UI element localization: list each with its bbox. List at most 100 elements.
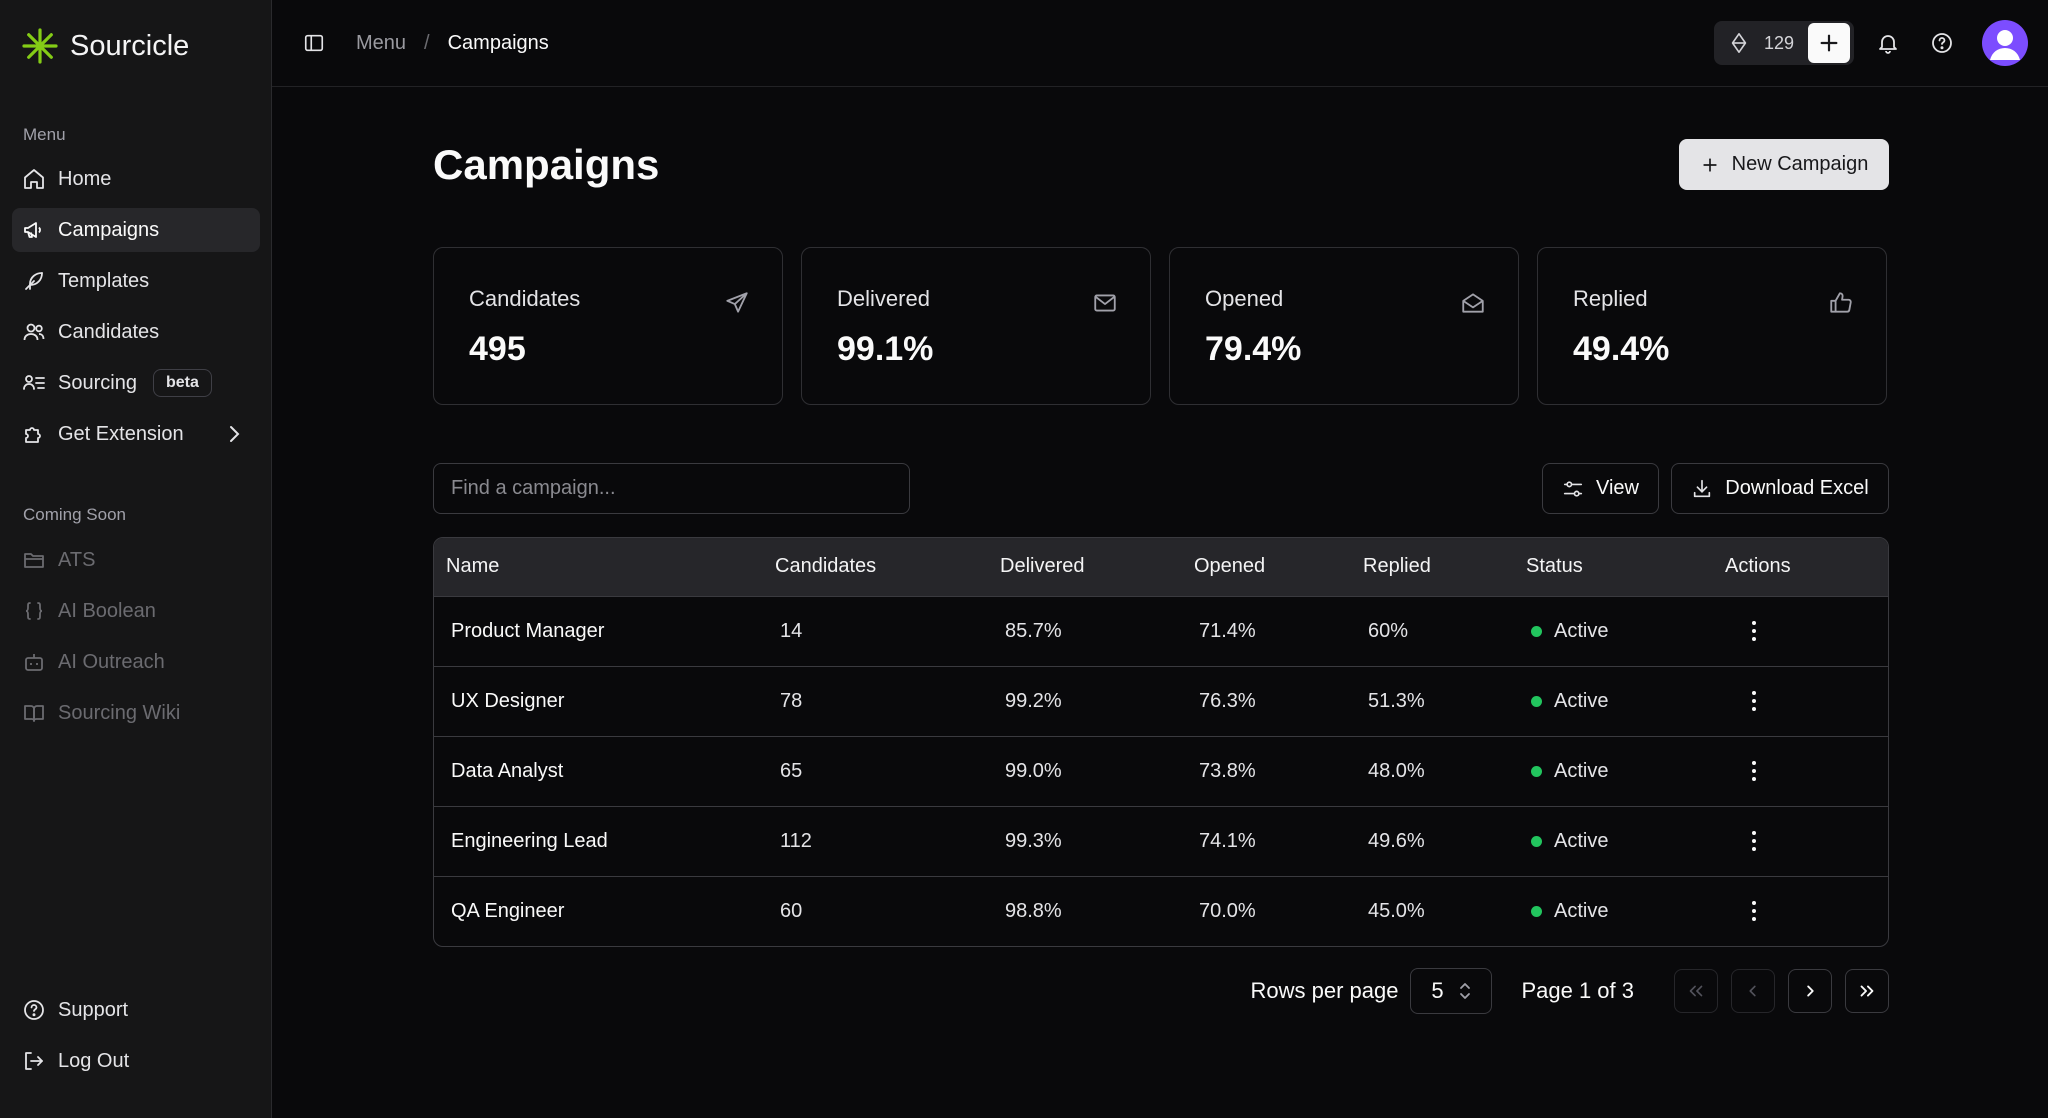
campaign-name: QA Engineer xyxy=(451,899,565,922)
stat-label: Delivered xyxy=(837,286,930,311)
topbar-actions: 129 xyxy=(1713,20,2028,66)
sidebar-item-home[interactable]: Home xyxy=(12,157,260,201)
first-page-button[interactable] xyxy=(1674,969,1718,1013)
next-page-button[interactable] xyxy=(1788,969,1832,1013)
rows-per-page-select[interactable]: 5 xyxy=(1410,968,1493,1014)
column-header-status[interactable]: Status xyxy=(1526,555,1583,578)
more-vertical-icon xyxy=(1752,831,1756,851)
chevron-right-icon xyxy=(230,426,240,442)
breadcrumb: Menu / Campaigns xyxy=(356,32,549,55)
table-row[interactable]: Product Manager 14 85.7% 71.4% 60% Activ… xyxy=(434,596,1888,666)
puzzle-icon xyxy=(25,427,41,443)
row-actions-button[interactable] xyxy=(1739,686,1769,716)
sidebar-item-log-out[interactable]: Log Out xyxy=(12,1039,260,1083)
cell-opened: 74.1% xyxy=(1199,829,1256,852)
cell-replied: 51.3% xyxy=(1368,689,1425,712)
campaign-search-input[interactable] xyxy=(433,463,910,514)
column-header-name[interactable]: Name xyxy=(446,555,500,578)
row-actions-button[interactable] xyxy=(1739,896,1769,926)
status-badge: Active xyxy=(1554,899,1609,922)
column-header-opened[interactable]: Opened xyxy=(1194,555,1266,578)
notifications-button[interactable] xyxy=(1868,23,1908,63)
credits-count: 129 xyxy=(1763,32,1794,53)
cell-actions xyxy=(1725,596,1888,666)
stat-label: Opened xyxy=(1205,286,1284,311)
table-row[interactable]: QA Engineer 60 98.8% 70.0% 45.0% Active xyxy=(434,876,1888,946)
sidebar-item-get-extension[interactable]: Get Extension xyxy=(12,412,260,456)
sparkle-logo-icon xyxy=(22,28,58,64)
add-credits-button[interactable] xyxy=(1808,23,1850,63)
sidebar-panel-icon xyxy=(304,34,324,52)
users-icon xyxy=(23,323,45,341)
campaigns-table: Name Candidates Delivered Opened Replied… xyxy=(433,537,1889,947)
sidebar-item-sourcing[interactable]: Sourcing beta xyxy=(12,361,260,405)
sidebar-item-ai-boolean: AI Boolean xyxy=(12,589,260,633)
stat-value: 49.4% xyxy=(1573,330,1670,368)
sidebar-item-candidates[interactable]: Candidates xyxy=(12,310,260,354)
status-badge: Active xyxy=(1554,689,1609,712)
rows-per-page-value: 5 xyxy=(1431,978,1444,1003)
cell-opened: 73.8% xyxy=(1199,759,1256,782)
sidebar-item-label: Get Extension xyxy=(58,422,184,445)
cell-opened: 71.4% xyxy=(1199,619,1256,642)
avatar[interactable] xyxy=(1982,20,2028,66)
sidebar-item-label: Candidates xyxy=(58,320,160,343)
previous-page-button[interactable] xyxy=(1731,969,1775,1013)
column-header-actions: Actions xyxy=(1725,555,1791,578)
brand[interactable]: Sourcicle xyxy=(22,28,189,64)
status-dot xyxy=(1531,835,1542,847)
chevron-left-icon xyxy=(1749,985,1756,997)
row-actions-button[interactable] xyxy=(1739,826,1769,856)
cell-delivered: 99.0% xyxy=(1005,759,1062,782)
table-row[interactable]: Engineering Lead 112 99.3% 74.1% 49.6% A… xyxy=(434,806,1888,876)
stat-label: Candidates xyxy=(469,286,581,311)
column-header-candidates[interactable]: Candidates xyxy=(775,555,877,578)
table-row[interactable]: Data Analyst 65 99.0% 73.8% 48.0% Active xyxy=(434,736,1888,806)
breadcrumb-menu[interactable]: Menu xyxy=(356,31,407,54)
sidebar-item-templates[interactable]: Templates xyxy=(12,259,260,303)
rows-per-page-label: Rows per page xyxy=(1250,978,1399,1003)
campaign-name: Product Manager xyxy=(451,619,605,642)
cell-status: Active xyxy=(1526,806,1725,876)
coming-soon-section-label: Coming Soon xyxy=(23,505,127,524)
cell-actions xyxy=(1725,806,1888,876)
stat-value: 79.4% xyxy=(1205,330,1302,368)
campaign-name: UX Designer xyxy=(451,689,565,712)
download-icon xyxy=(1694,479,1711,497)
feather-icon xyxy=(25,272,43,290)
help-button[interactable] xyxy=(1922,23,1962,63)
last-page-button[interactable] xyxy=(1845,969,1889,1013)
cell-opened: 76.3% xyxy=(1199,689,1256,712)
cell-candidates: 112 xyxy=(780,829,812,852)
chevron-right-icon xyxy=(1807,985,1814,997)
status-badge: Active xyxy=(1554,759,1609,782)
status-dot xyxy=(1531,905,1542,917)
column-header-replied[interactable]: Replied xyxy=(1363,555,1431,578)
main-nav: Home Campaigns Templates Candidates Sour… xyxy=(12,157,260,463)
download-excel-button[interactable]: Download Excel xyxy=(1671,463,1889,514)
row-actions-button[interactable] xyxy=(1739,756,1769,786)
sidebar-item-label: AI Boolean xyxy=(58,599,156,622)
sidebar-toggle-button[interactable] xyxy=(294,23,334,63)
view-button[interactable]: View xyxy=(1542,463,1659,514)
stat-card-candidates: Candidates 495 xyxy=(433,247,783,405)
sidebar-item-campaigns[interactable]: Campaigns xyxy=(12,208,260,252)
new-campaign-button[interactable]: New Campaign xyxy=(1679,139,1889,190)
stat-card-delivered: Delivered 99.1% xyxy=(801,247,1151,405)
column-header-delivered[interactable]: Delivered xyxy=(1000,555,1085,578)
row-actions-button[interactable] xyxy=(1739,616,1769,646)
chevrons-right-icon xyxy=(1860,985,1874,997)
sidebar-item-support[interactable]: Support xyxy=(12,988,260,1032)
help-circle-icon xyxy=(1932,33,1952,53)
cell-delivered: 99.2% xyxy=(1005,689,1062,712)
cell-replied: 49.6% xyxy=(1368,829,1425,852)
cell-candidates: 65 xyxy=(780,759,803,782)
credits-widget: 129 xyxy=(1713,21,1854,65)
footer-nav: Support Log Out xyxy=(12,988,260,1090)
cell-actions xyxy=(1725,736,1888,806)
table-row[interactable]: UX Designer 78 99.2% 76.3% 51.3% Active xyxy=(434,666,1888,736)
stat-card-opened: Opened 79.4% xyxy=(1169,247,1519,405)
cell-replied: 45.0% xyxy=(1368,899,1425,922)
stat-value: 99.1% xyxy=(837,330,934,368)
mail-open-icon xyxy=(1462,293,1484,313)
